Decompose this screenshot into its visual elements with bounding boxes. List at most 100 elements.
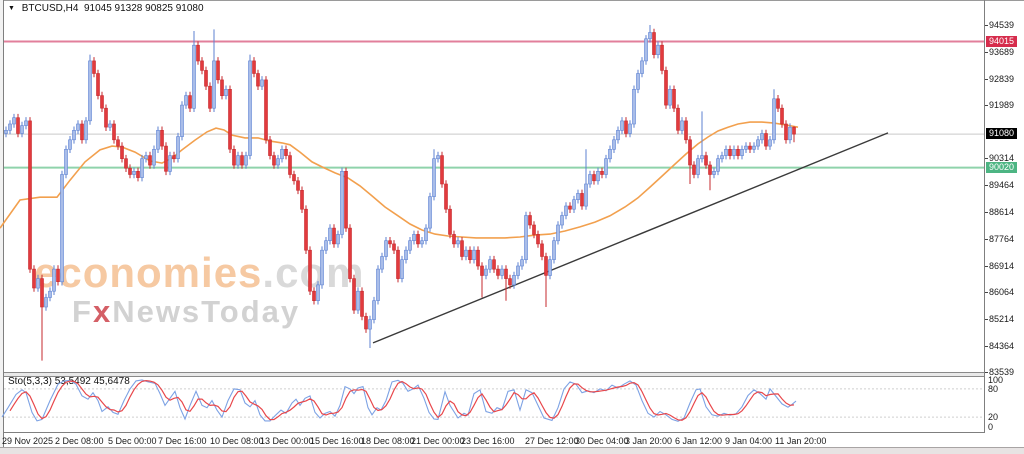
candle-body: [736, 149, 740, 156]
candle-body: [712, 171, 716, 175]
candle-body: [296, 180, 300, 191]
price-tick: [985, 319, 988, 320]
candle-body: [252, 60, 256, 74]
symbol-dropdown-icon[interactable]: ▼: [8, 5, 15, 12]
candle-body: [688, 139, 692, 166]
time-label: 6 Jan 12:00: [675, 436, 723, 446]
candle-body: [492, 259, 496, 270]
candle-body: [760, 133, 764, 141]
moving-average-line: [0, 121, 799, 239]
price-label: 88614: [989, 207, 1015, 217]
candle-body: [696, 158, 700, 175]
price-label: 90314: [989, 153, 1015, 163]
time-label: 5 Dec 00:00: [108, 436, 157, 446]
candle-body: [612, 139, 616, 150]
candle-body: [204, 70, 208, 87]
candle-body: [120, 145, 124, 160]
price-tick: [985, 239, 988, 240]
time-label: 15 Dec 16:00: [310, 436, 364, 446]
candle-body: [384, 240, 388, 257]
candle-body: [616, 130, 620, 141]
time-label: 10 Dec 08:00: [210, 436, 264, 446]
candle-body: [236, 155, 240, 166]
candle-body: [72, 130, 76, 141]
candle-body: [584, 183, 588, 207]
candle-body: [340, 171, 344, 235]
candle-body: [552, 240, 556, 260]
candle-body: [536, 234, 540, 245]
candle-body: [532, 224, 536, 235]
candle-body: [400, 259, 404, 279]
price-label: 86914: [989, 261, 1015, 271]
candle-body: [408, 240, 412, 251]
time-label: 9 Jan 04:00: [725, 436, 773, 446]
candle-body: [412, 234, 416, 241]
candle-body: [140, 158, 144, 178]
candle-body: [444, 183, 448, 210]
candle-body: [496, 268, 500, 276]
candle-body: [136, 171, 140, 178]
candle-body: [528, 215, 532, 226]
ascending-trendline[interactable]: [372, 132, 889, 344]
stochastic-indicator-label: Sto(5,3,3) 53,5492 45,6478: [8, 376, 130, 387]
candle-body: [520, 259, 524, 267]
time-label: 18 Dec 08:00: [361, 436, 415, 446]
candle-body: [708, 164, 712, 175]
time-label: 7 Dec 16:00: [158, 436, 207, 446]
candle-body: [404, 249, 408, 260]
candle-body: [628, 123, 632, 134]
candle-body: [476, 249, 480, 267]
candle-body: [624, 120, 628, 134]
candle-body: [264, 79, 268, 141]
price-tick: [985, 372, 988, 373]
time-label: 21 Dec 00:00: [411, 436, 465, 446]
candle-body: [228, 89, 232, 150]
price-label: 85214: [989, 314, 1015, 324]
price-tick: [985, 266, 988, 267]
candle-body: [364, 316, 368, 330]
candle-body: [680, 120, 684, 131]
window-top-border: [0, 0, 1024, 1]
candle-body: [464, 249, 468, 257]
candle-body: [596, 171, 600, 182]
candle-body: [768, 139, 772, 147]
candle-body: [648, 32, 652, 40]
candle-body: [456, 240, 460, 245]
candle-body: [732, 149, 736, 156]
price-badge-resistance: 94015: [986, 36, 1018, 47]
candle-body: [416, 234, 420, 245]
candle-body: [516, 265, 520, 276]
candle-body: [96, 73, 100, 96]
candle-body: [128, 167, 132, 175]
watermark-brand: economies.com: [34, 249, 365, 296]
candle-body: [368, 319, 372, 330]
candle-body: [752, 145, 756, 150]
panel-splitter[interactable]: [4, 372, 984, 377]
candle-body: [556, 224, 560, 242]
candle-body: [280, 149, 284, 160]
candle-body: [268, 139, 272, 156]
candle-body: [644, 38, 648, 62]
candle-body: [68, 139, 72, 150]
candle-body: [560, 215, 564, 226]
candle-body: [172, 155, 176, 160]
candle-body: [452, 234, 456, 245]
candle-body: [84, 120, 88, 141]
time-label: 30 Dec 04:00: [575, 436, 629, 446]
stoch-scale-label: 20: [988, 412, 999, 422]
stoch-scale-label: 0: [988, 422, 994, 432]
candle-body: [448, 208, 452, 235]
candle-body: [184, 95, 188, 106]
candle-body: [192, 44, 196, 109]
candle-body: [272, 155, 276, 166]
candle-body: [152, 149, 156, 166]
candle-body: [776, 98, 780, 109]
candle-body: [468, 249, 472, 260]
candle-body: [588, 174, 592, 185]
candle-body: [16, 117, 20, 134]
price-tick: [985, 185, 988, 186]
price-tick: [985, 105, 988, 106]
price-tick: [985, 292, 988, 293]
candle-body: [436, 155, 440, 160]
